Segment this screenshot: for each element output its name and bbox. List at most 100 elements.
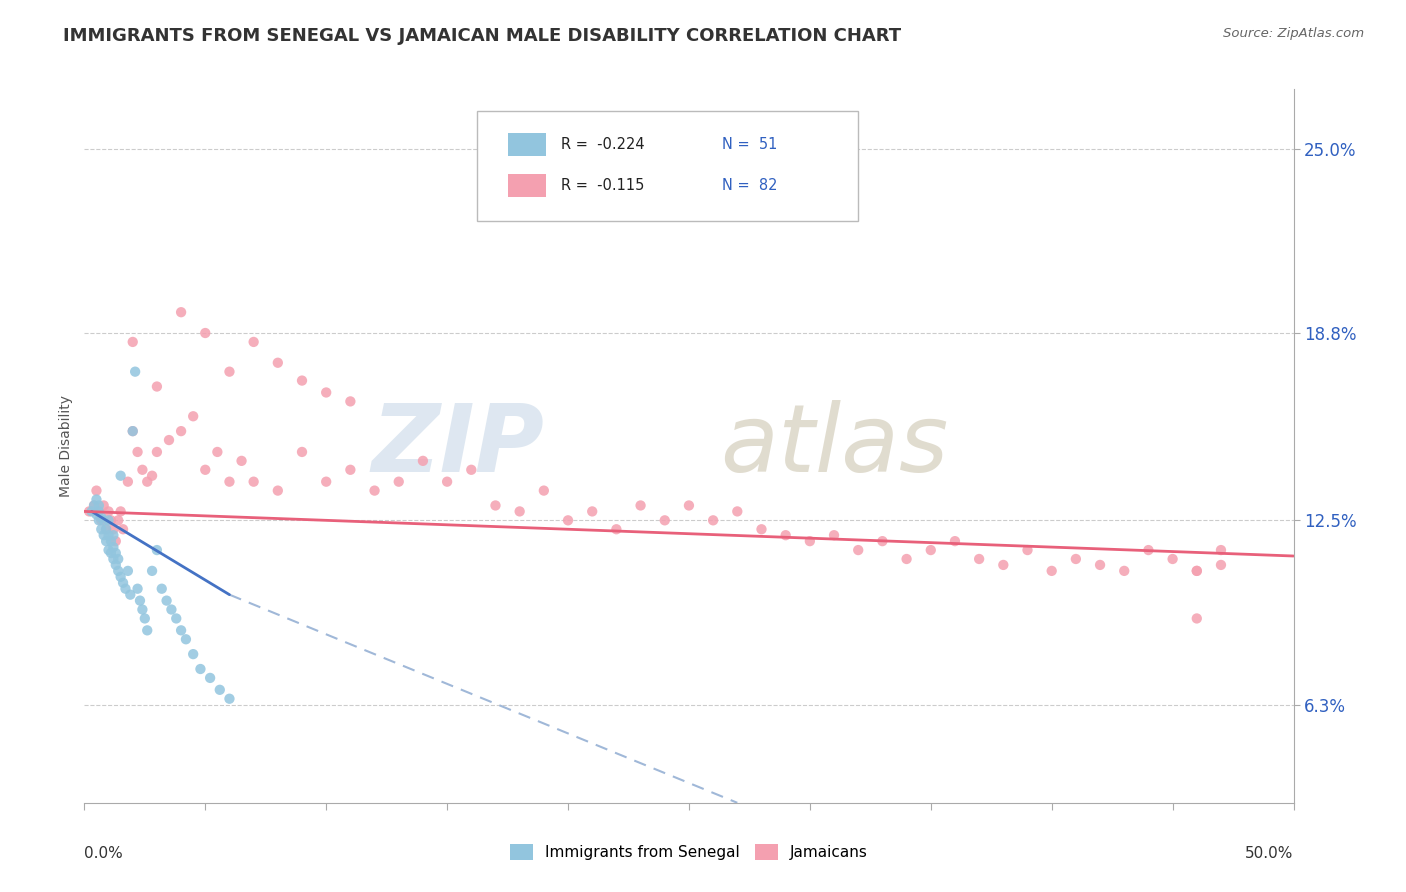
Point: [127, 445, 149, 459]
Text: IMMIGRANTS FROM SENEGAL VS JAMAICAN MALE DISABILITY CORRELATION CHART: IMMIGRANTS FROM SENEGAL VS JAMAICAN MALE…: [63, 27, 901, 45]
Point: [107, 513, 129, 527]
Point: [315, 475, 337, 489]
Point: [77, 504, 100, 518]
Point: [1064, 552, 1087, 566]
Legend: Immigrants from Senegal, Jamaicans: Immigrants from Senegal, Jamaicans: [503, 838, 875, 866]
Point: [97, 504, 120, 518]
Point: [134, 611, 156, 625]
Point: [136, 475, 159, 489]
Point: [141, 468, 163, 483]
Point: [678, 499, 700, 513]
Point: [97, 513, 120, 527]
Point: [100, 534, 122, 549]
Point: [1017, 543, 1039, 558]
Point: [86, 508, 108, 522]
Point: [967, 552, 990, 566]
Point: [1088, 558, 1111, 572]
Point: [131, 463, 153, 477]
Point: [103, 552, 125, 566]
Bar: [508, 134, 547, 156]
Point: [174, 632, 197, 647]
Point: [146, 543, 169, 558]
Point: [339, 463, 361, 477]
Point: [194, 463, 217, 477]
Point: [136, 624, 159, 638]
Point: [90, 513, 112, 527]
Point: [194, 326, 217, 340]
Text: 50.0%: 50.0%: [1246, 846, 1294, 861]
Point: [83, 499, 105, 513]
Point: [218, 475, 240, 489]
Point: [170, 305, 193, 319]
Point: [146, 445, 169, 459]
Point: [103, 522, 125, 536]
Point: [110, 570, 132, 584]
Point: [654, 513, 676, 527]
Point: [110, 468, 132, 483]
Point: [112, 522, 135, 536]
Point: [87, 504, 110, 518]
Point: [872, 534, 894, 549]
FancyBboxPatch shape: [478, 111, 858, 221]
Point: [131, 602, 153, 616]
Point: [823, 528, 845, 542]
Point: [920, 543, 942, 558]
Point: [291, 374, 314, 388]
Point: [775, 528, 797, 542]
Text: ZIP: ZIP: [371, 400, 544, 492]
Point: [170, 624, 193, 638]
Point: [339, 394, 361, 409]
Point: [150, 582, 173, 596]
Point: [157, 433, 180, 447]
Point: [100, 513, 122, 527]
Point: [127, 582, 149, 596]
Point: [94, 522, 117, 536]
Point: [267, 483, 290, 498]
Point: [100, 546, 122, 560]
Point: [242, 334, 264, 349]
Point: [86, 492, 108, 507]
Point: [104, 558, 127, 572]
Point: [291, 445, 314, 459]
Point: [725, 504, 748, 518]
Y-axis label: Male Disability: Male Disability: [59, 395, 73, 497]
Point: [110, 504, 132, 518]
Point: [231, 454, 253, 468]
Point: [388, 475, 411, 489]
Point: [412, 454, 434, 468]
Point: [993, 558, 1015, 572]
Point: [146, 379, 169, 393]
Point: [87, 499, 110, 513]
Point: [165, 611, 187, 625]
Point: [97, 543, 120, 558]
Point: [484, 499, 506, 513]
Point: [87, 504, 110, 518]
Point: [114, 582, 136, 596]
Point: [533, 483, 555, 498]
Point: [80, 504, 103, 518]
Point: [208, 682, 231, 697]
Point: [702, 513, 724, 527]
Point: [103, 528, 125, 542]
Text: N =  51: N = 51: [721, 137, 778, 153]
Point: [557, 513, 579, 527]
Point: [124, 365, 146, 379]
Point: [94, 534, 117, 549]
Point: [107, 552, 129, 566]
Point: [97, 528, 120, 542]
Point: [207, 445, 229, 459]
Point: [90, 522, 112, 536]
Point: [218, 691, 240, 706]
Point: [155, 593, 177, 607]
Point: [94, 522, 117, 536]
Point: [141, 564, 163, 578]
Point: [181, 409, 204, 424]
Point: [630, 499, 652, 513]
Point: [120, 588, 142, 602]
Point: [581, 504, 603, 518]
Point: [315, 385, 337, 400]
Point: [160, 602, 183, 616]
Point: [943, 534, 966, 549]
Bar: [508, 174, 547, 197]
Point: [86, 483, 108, 498]
